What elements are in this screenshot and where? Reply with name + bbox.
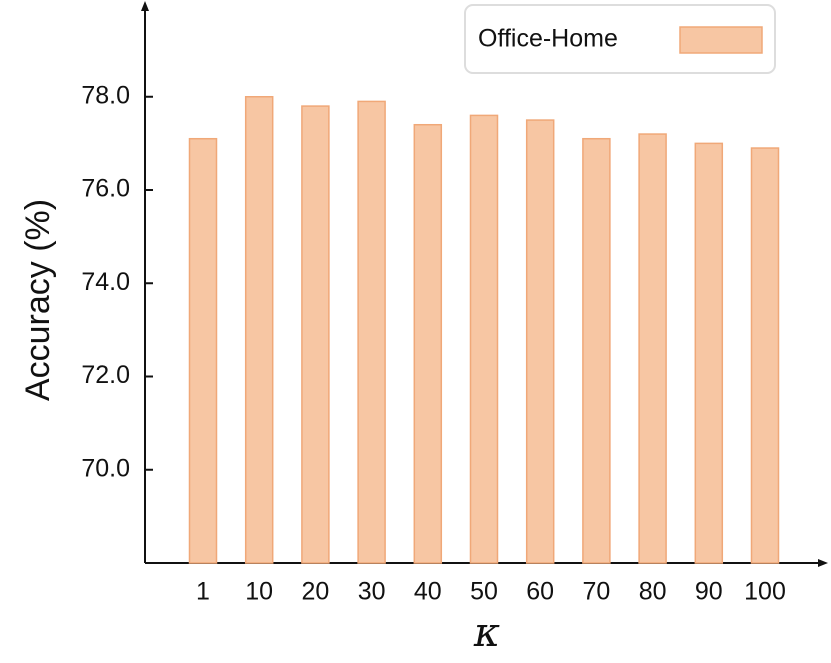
bar (469, 114, 499, 564)
x-tick-label: 1 (196, 578, 210, 606)
x-tick-label: 60 (526, 578, 554, 606)
legend (464, 4, 776, 74)
x-tick-label: 50 (470, 578, 498, 606)
bar (582, 137, 611, 564)
bar (638, 133, 667, 564)
x-tick-label: 80 (639, 578, 667, 606)
bar (301, 105, 330, 564)
x-axis-label: κ (473, 610, 500, 656)
y-axis-label: Accuracy (%) (19, 199, 57, 401)
y-tick-label: 72.0 (81, 361, 130, 389)
legend-label: Office-Home (478, 25, 618, 53)
x-tick-label: 90 (695, 578, 723, 606)
bar (694, 142, 724, 564)
y-tick-label: 70.0 (81, 454, 130, 482)
y-tick-label: 74.0 (81, 268, 130, 296)
x-tick-label: 30 (358, 578, 386, 606)
bar (357, 100, 386, 564)
y-tick-label: 76.0 (81, 175, 130, 203)
bar (244, 96, 274, 564)
bar (188, 137, 218, 564)
x-tick-label: 70 (582, 578, 610, 606)
x-tick-label: 20 (301, 578, 329, 606)
bar (750, 147, 780, 564)
bar (525, 119, 555, 564)
legend-swatch (679, 26, 763, 54)
x-tick-label: 100 (744, 578, 786, 606)
bar (413, 123, 443, 564)
x-tick-label: 40 (414, 578, 442, 606)
x-tick-label: 10 (245, 578, 273, 606)
y-tick-label: 78.0 (81, 81, 130, 109)
